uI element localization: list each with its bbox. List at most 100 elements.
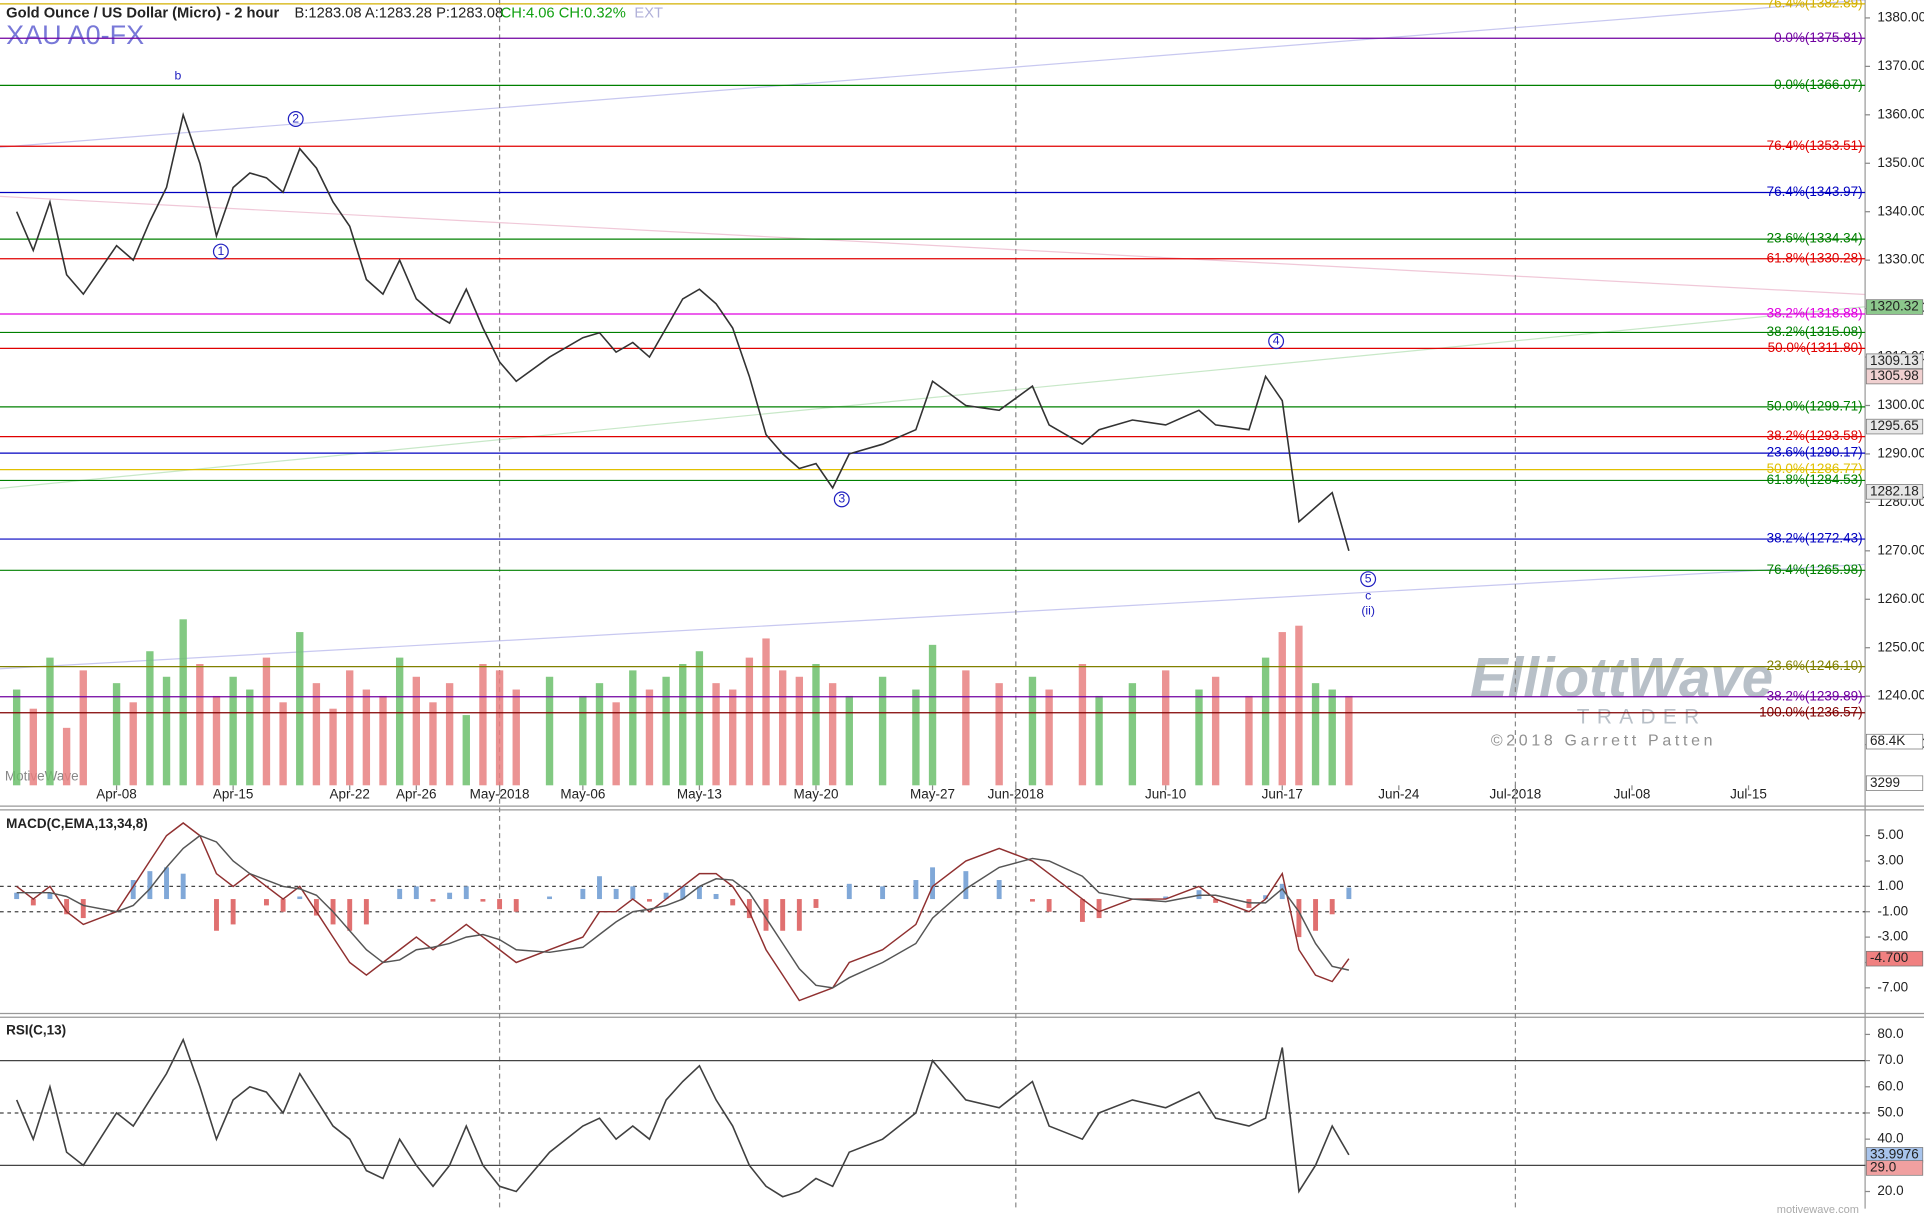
series-line: [15, 1037, 1350, 1198]
wave-label: c: [1365, 589, 1371, 603]
histogram-bar: [680, 886, 686, 900]
series-line: [16, 834, 1350, 989]
histogram-bar: [1329, 899, 1335, 915]
histogram-bar: [397, 888, 403, 900]
fib-label: 50.0%(1311.80): [1768, 340, 1863, 355]
histogram-bar: [663, 892, 669, 900]
volume-bar: [595, 683, 604, 786]
fib-label: 50.0%(1286.77): [1767, 461, 1863, 476]
volume-bar: [479, 664, 487, 786]
y-tick-label: 40.0: [1877, 1131, 1903, 1146]
histogram-bar: [347, 899, 353, 931]
trendline: [0, 306, 1866, 489]
histogram-bar: [630, 886, 636, 900]
histogram-bar: [180, 873, 186, 900]
x-tick-label: Jun-24: [1378, 787, 1420, 802]
trendline: [0, 195, 1866, 296]
histogram-bar: [580, 888, 586, 900]
volume-bar: [196, 664, 204, 786]
volume-bar: [912, 689, 920, 786]
value-marker-label: -4.700: [1870, 950, 1908, 965]
histogram-bar: [880, 886, 886, 900]
y-tick-label: 3.00: [1877, 853, 1903, 868]
value-marker: [1865, 950, 1924, 967]
histogram-bar: [280, 899, 286, 912]
volume-bar: [712, 683, 720, 786]
histogram-bar: [780, 899, 786, 931]
volume-bar: [928, 644, 937, 786]
histogram-bar: [613, 888, 619, 900]
volume-bar: [379, 695, 387, 786]
value-marker-label: 29.0: [1870, 1160, 1896, 1175]
trendline: [0, 0, 1866, 148]
fib-label: 76.4%(1353.51): [1767, 138, 1863, 153]
volume-bar: [1078, 664, 1087, 786]
value-marker-label: 1305.98: [1870, 368, 1919, 383]
y-tick-label: 1.00: [1877, 878, 1903, 893]
y-tick-label: 20.0: [1877, 1183, 1903, 1198]
histogram-bar: [164, 867, 169, 900]
ext: EXT: [634, 5, 663, 21]
volume-bar: [429, 702, 437, 786]
x-tick-label: Jun-10: [1145, 787, 1186, 802]
volume-bar: [462, 715, 470, 786]
volume-bar: [812, 664, 820, 786]
y-tick-label: 1370.00: [1877, 58, 1924, 73]
y-tick-label: 5.00: [1877, 827, 1903, 842]
volume-bar: [962, 670, 970, 786]
x-tick-label: May-20: [793, 787, 838, 802]
wave-circle: [1360, 571, 1377, 588]
volume-bar: [46, 657, 54, 786]
volume-bar: [629, 670, 637, 786]
source: MotiveWave: [5, 768, 79, 783]
wave-circle: [212, 243, 229, 260]
value-marker: [1865, 368, 1924, 385]
histogram-bar: [713, 893, 719, 900]
watermark-copyright: ©2018 Garrett Patten: [1491, 732, 1716, 749]
x-tick-label: Jul-08: [1614, 787, 1651, 802]
histogram-bar: [14, 892, 20, 900]
volume-bar: [412, 676, 420, 786]
value-marker: [1865, 733, 1924, 750]
volume-bar: [1278, 632, 1286, 786]
value-marker: [1865, 484, 1924, 500]
y-tick-label: 1340.00: [1877, 203, 1924, 218]
volume-bar: [362, 689, 371, 786]
series-line: [15, 111, 1350, 552]
fib-label: 100.0%(1236.57): [1759, 704, 1862, 719]
wave-circle: [1268, 333, 1285, 350]
volume-bar: [79, 670, 87, 786]
volume-bar: [146, 651, 154, 786]
volume-bar: [1311, 683, 1320, 786]
histogram-bar: [846, 883, 852, 900]
watermark-brand: ElliottWave: [1470, 646, 1773, 709]
value-marker-label: 1282.18: [1870, 483, 1919, 498]
histogram-bar: [430, 899, 436, 902]
volume-bar: [445, 683, 454, 786]
histogram-bar: [47, 892, 53, 900]
volume-bar: [1295, 625, 1303, 786]
histogram-bar: [513, 899, 519, 912]
histogram-bar: [413, 886, 419, 900]
histogram-bar: [1263, 895, 1269, 900]
fib-label: 61.8%(1284.53): [1767, 472, 1863, 487]
histogram-bar: [963, 871, 969, 900]
histogram-bar: [130, 880, 136, 900]
value-marker-label: 1295.65: [1870, 418, 1919, 433]
y-tick-label: 70.0: [1877, 1052, 1903, 1067]
volume-bar: [1195, 689, 1203, 786]
fib-label: 38.2%(1293.58): [1767, 428, 1863, 443]
volume-bar: [495, 670, 504, 786]
volume-bar: [1345, 695, 1353, 786]
histogram-bar: [64, 899, 70, 915]
footer: motivewave.com: [1777, 1204, 1859, 1216]
histogram-bar: [796, 899, 802, 931]
watermark-sub: TRADER: [1577, 705, 1707, 728]
histogram-bar: [647, 899, 652, 902]
wave-label: 4: [1273, 333, 1280, 347]
histogram-bar: [1213, 899, 1219, 903]
histogram-bar: [1030, 899, 1035, 902]
volume-bar: [62, 727, 71, 786]
y-tick-label: 1250.00: [1877, 639, 1924, 654]
volume-bar: [579, 695, 587, 786]
